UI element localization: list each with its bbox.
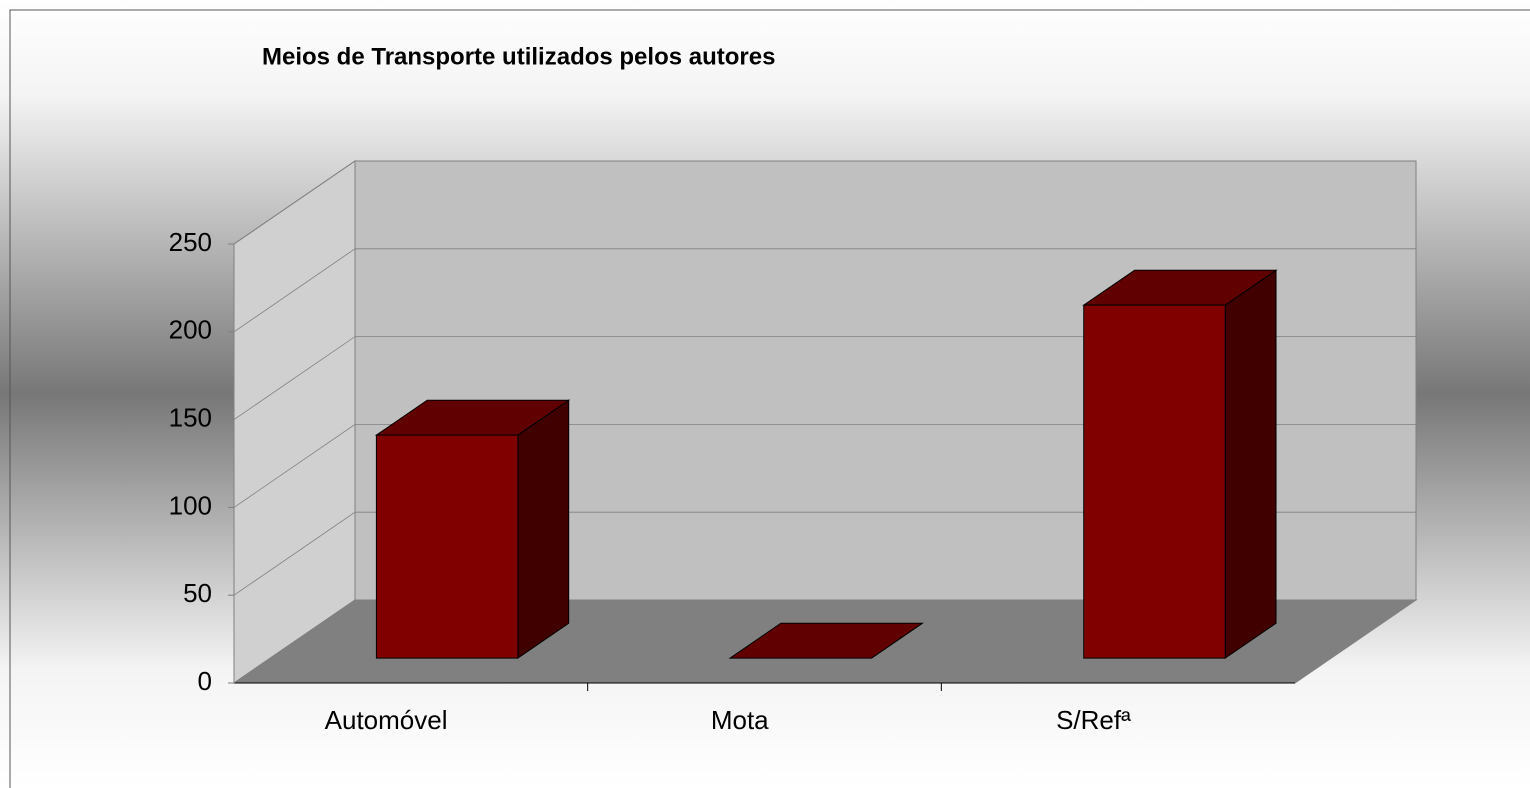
y-tick-label: 50 <box>183 578 212 608</box>
y-tick-label: 100 <box>169 490 212 520</box>
chart-title: Meios de Transporte utilizados pelos aut… <box>262 43 775 70</box>
y-tick-label: 0 <box>198 666 212 696</box>
bar-top <box>728 622 924 659</box>
x-tick-label: Mota <box>711 705 769 735</box>
bar-side <box>1224 269 1277 660</box>
bar <box>1083 304 1226 659</box>
grid-line <box>233 599 1416 684</box>
bar <box>375 434 519 659</box>
x-tick-label: S/Refª <box>1056 705 1131 735</box>
bar-side <box>517 399 570 660</box>
chart-border <box>9 9 1530 788</box>
grid-line <box>233 423 1416 508</box>
grid-line <box>233 160 1416 245</box>
grid-line <box>233 511 1416 596</box>
grid-line <box>233 336 1416 420</box>
grid-line <box>233 248 1416 333</box>
y-tick-label: 250 <box>169 227 212 257</box>
y-tick-label: 150 <box>169 402 212 432</box>
side-wall <box>233 160 356 684</box>
x-tick-label: Automóvel <box>325 705 448 735</box>
y-tick-label: 200 <box>169 315 212 345</box>
